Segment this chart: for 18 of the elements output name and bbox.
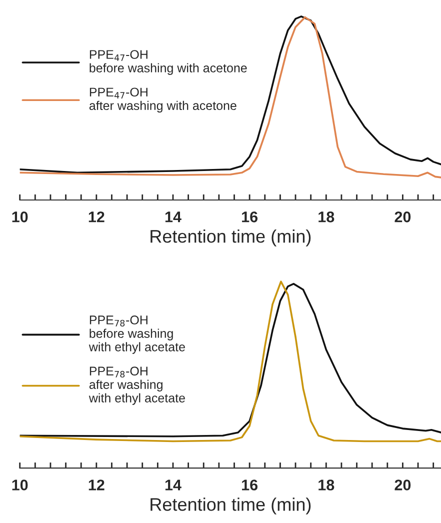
- legend-label: PPE$_{78}$-OH before washing with ethyl acetate: [88, 316, 185, 354]
- x-tick-label: 18: [318, 480, 334, 490]
- x-tick-label: 16: [242, 480, 258, 490]
- x-tick-label: 14: [165, 212, 182, 222]
- x-tick-label: 10: [12, 212, 28, 222]
- x-tick-label: 20: [394, 480, 411, 490]
- legend-label: PPE$_{47}$-OH after washing with acetone: [89, 88, 236, 112]
- legend-label: PPE$_{78}$-OH after washing with ethyl acetate: [88, 366, 185, 405]
- x-tick-label: 10: [12, 480, 28, 490]
- legend-label: PPE$_{47}$-OH before washing with acetone: [90, 50, 247, 75]
- x-axis-title: Retention time (min): [150, 230, 311, 246]
- x-tick-label: 12: [88, 480, 104, 490]
- x-tick-label: 18: [318, 212, 334, 222]
- x-tick-label: 12: [88, 212, 104, 222]
- x-tick-label: 16: [242, 212, 258, 222]
- x-tick-label: 20: [394, 212, 411, 222]
- x-tick-label: 14: [165, 480, 182, 490]
- x-axis-title: Retention time (min): [150, 498, 311, 514]
